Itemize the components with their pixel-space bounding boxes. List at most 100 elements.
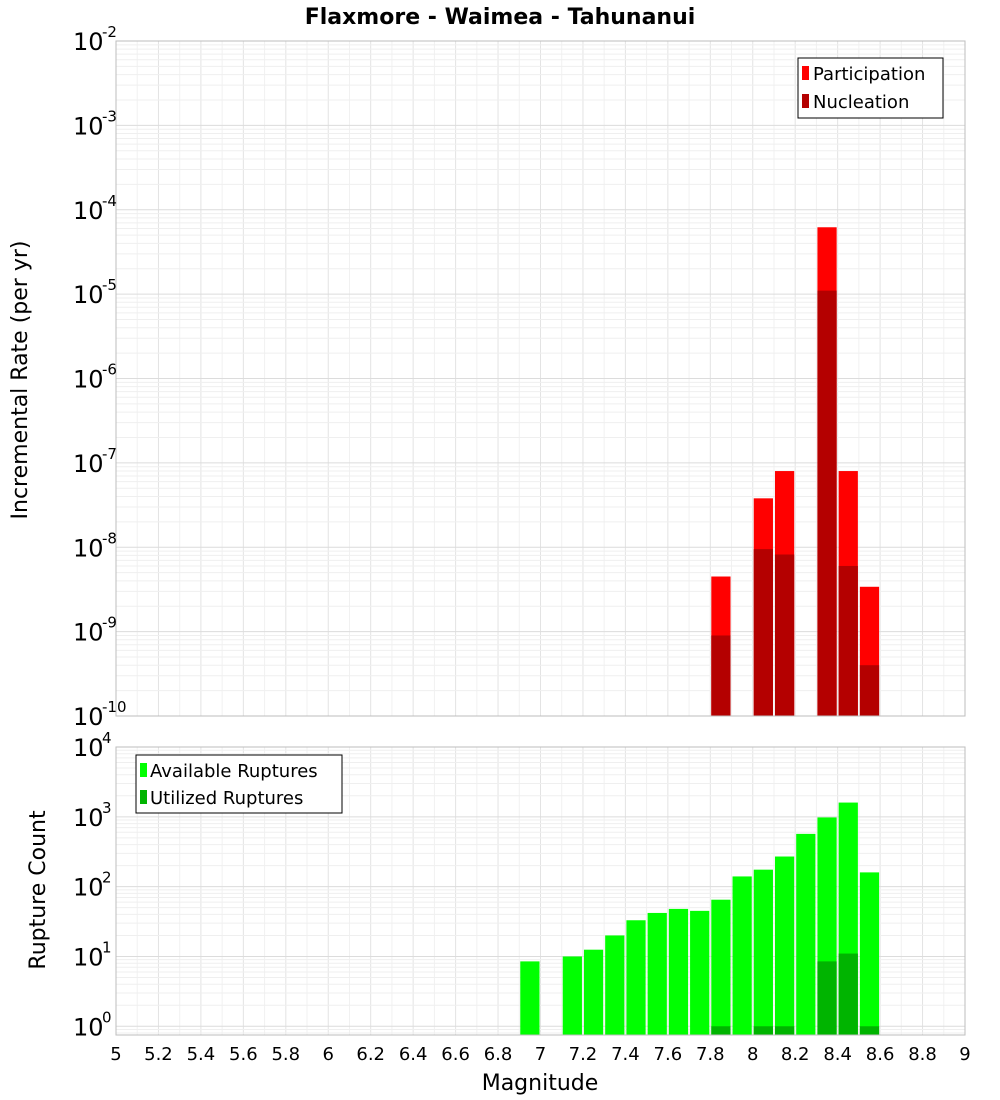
y-tick-exponent: -8 [102, 529, 117, 547]
y-tick-label: 10 [73, 450, 104, 478]
y-tick-exponent: -7 [102, 445, 117, 463]
y-tick-exponent: 2 [102, 869, 112, 887]
y-tick-label: 10 [73, 534, 104, 562]
bar-available-ruptures [647, 912, 667, 1035]
y-tick-label: 10 [73, 874, 104, 902]
bar-available-ruptures [583, 949, 604, 1035]
y-tick-exponent: -6 [102, 361, 117, 379]
x-tick-label: 5.6 [229, 1044, 258, 1065]
bar-nucleation [859, 665, 880, 716]
y-tick-label: 10 [73, 943, 104, 971]
bar-available-ruptures [711, 899, 731, 1035]
y-tick-exponent: -10 [102, 698, 127, 716]
bar-available-ruptures [562, 956, 582, 1035]
y-tick-exponent: -9 [102, 614, 117, 632]
y-tick-label: 10 [73, 734, 104, 762]
y-tick-exponent: -4 [102, 192, 117, 210]
legend-swatch-nucleation [802, 94, 809, 108]
top-plot-border [115, 40, 966, 717]
legend-label-participation: Participation [813, 64, 925, 85]
y-tick-label: 10 [73, 1013, 104, 1041]
bar-nucleation [753, 549, 773, 716]
x-tick-label: 7.4 [611, 1044, 640, 1065]
y-tick-label: 10 [73, 197, 104, 225]
x-tick-label: 8.2 [781, 1044, 810, 1065]
bar-nucleation [711, 635, 731, 716]
legend-label-nucleation: Nucleation [813, 92, 909, 113]
bar-available-ruptures [859, 872, 880, 1035]
legend-swatch-participation [802, 66, 809, 80]
x-tick-label: 5 [110, 1044, 121, 1065]
y-tick-label: 10 [73, 619, 104, 647]
bar-available-ruptures [605, 935, 625, 1035]
x-tick-label: 6.6 [441, 1044, 470, 1065]
bar-available-ruptures [668, 908, 689, 1035]
x-tick-label: 5.4 [187, 1044, 216, 1065]
legend-swatch-available [140, 763, 147, 777]
y-tick-label: 10 [73, 112, 104, 140]
x-tick-labels: 5 5.2 5.4 5.6 5.8 6 6.2 6.4 6.6 6.8 7 7.2 7.4 7.6 7.8 8… [110, 1044, 970, 1065]
x-tick-label: 6 [323, 1044, 334, 1065]
y-tick-label: 10 [73, 804, 104, 832]
y-tick-exponent: 3 [102, 799, 112, 817]
bar-nucleation [817, 290, 837, 716]
x-tick-label: 5.8 [271, 1044, 300, 1065]
y-tick-label: 10 [73, 703, 104, 731]
x-axis-label: Magnitude [482, 1071, 599, 1096]
y-tick-label: 10 [73, 28, 104, 56]
bar-utilized-ruptures [774, 1026, 795, 1035]
bottom-legend-box [135, 754, 343, 814]
bottom-plot-border [115, 746, 966, 1036]
bar-utilized-ruptures [817, 961, 837, 1035]
y-tick-exponent: 4 [102, 729, 112, 747]
x-tick-label: 8 [747, 1044, 758, 1065]
x-tick-label: 7.6 [654, 1044, 683, 1065]
x-tick-label: 9 [959, 1044, 970, 1065]
y-tick-exponent: 1 [102, 938, 112, 956]
y-tick-exponent: 0 [102, 1008, 112, 1026]
y-tick-label: 10 [73, 281, 104, 309]
top-gridlines [115, 40, 966, 717]
x-tick-label: 7.8 [696, 1044, 725, 1065]
bar-nucleation [774, 554, 795, 716]
legend-label-available: Available Ruptures [150, 761, 318, 782]
x-tick-label: 5.2 [144, 1044, 173, 1065]
bottom-y-axis-label: Rupture Count [26, 810, 51, 970]
x-tick-label: 7.2 [569, 1044, 598, 1065]
x-tick-label: 8.8 [908, 1044, 937, 1065]
bar-available-ruptures [690, 910, 710, 1035]
bar-available-ruptures [753, 869, 773, 1035]
x-tick-label: 6.4 [399, 1044, 428, 1065]
top-y-axis-label: Incremental Rate (per yr) [8, 241, 33, 520]
bottom-gridlines [115, 746, 966, 1035]
bar-utilized-ruptures [838, 953, 858, 1035]
bar-available-ruptures [520, 961, 540, 1035]
bar-available-ruptures [774, 856, 795, 1035]
top-legend: Participation Nucleation [797, 57, 944, 119]
bottom-legend: Available Ruptures Utilized Ruptures [135, 754, 343, 814]
y-tick-exponent: -5 [102, 276, 117, 294]
top-bars [711, 227, 880, 716]
bar-nucleation [838, 565, 858, 716]
y-tick-label: 10 [73, 366, 104, 394]
bottom-bars [520, 802, 880, 1035]
top-legend-box [797, 57, 944, 119]
bar-utilized-ruptures [753, 1026, 773, 1035]
bar-utilized-ruptures [711, 1026, 731, 1035]
x-tick-label: 8.6 [866, 1044, 895, 1065]
bar-available-ruptures [796, 833, 816, 1035]
x-tick-label: 6.2 [356, 1044, 385, 1065]
x-tick-label: 6.8 [484, 1044, 513, 1065]
chart-title: Flaxmore - Waimea - Tahunanui [305, 5, 696, 30]
x-tick-label: 8.4 [823, 1044, 852, 1065]
bar-available-ruptures [732, 876, 752, 1035]
x-tick-label: 7 [535, 1044, 546, 1065]
y-tick-exponent: -2 [102, 23, 117, 41]
y-tick-exponent: -3 [102, 107, 117, 125]
bar-available-ruptures [626, 920, 646, 1035]
